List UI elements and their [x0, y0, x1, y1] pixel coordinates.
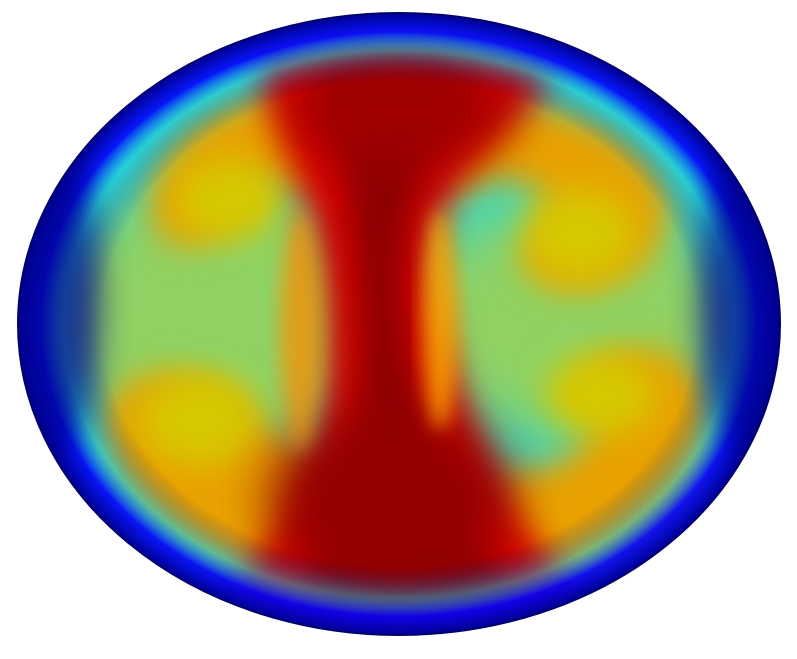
domain-boundary	[17, 12, 781, 636]
field-domain	[18, 13, 780, 635]
